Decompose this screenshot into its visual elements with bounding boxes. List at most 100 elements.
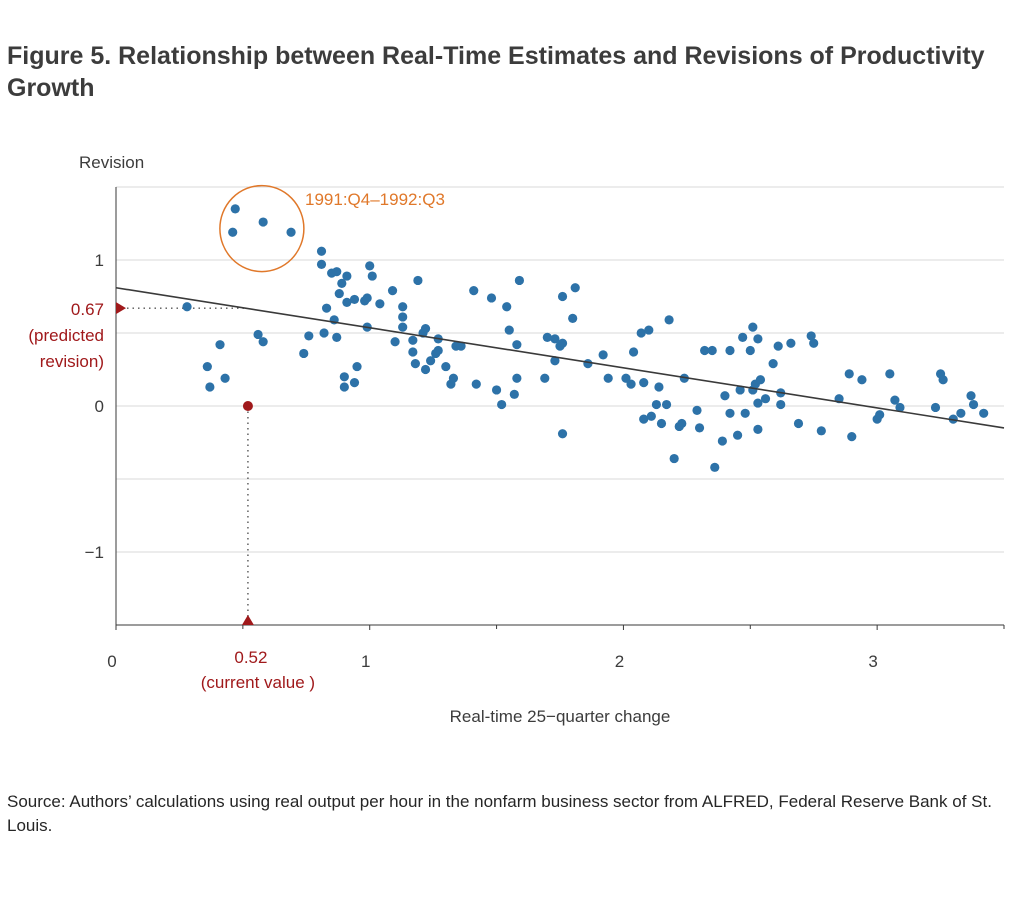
data-point — [316, 259, 327, 269]
data-point — [408, 347, 418, 357]
data-point — [707, 345, 717, 356]
data-point — [639, 378, 649, 388]
data-point — [639, 414, 649, 424]
data-point — [786, 338, 796, 348]
data-point — [669, 453, 679, 464]
data-point — [205, 382, 215, 392]
data-point — [367, 271, 377, 281]
data-point — [768, 359, 778, 369]
data-point — [753, 398, 763, 408]
data-point — [321, 303, 332, 313]
data-point — [857, 375, 867, 385]
data-point — [793, 418, 804, 429]
predicted-revision-marker — [116, 302, 126, 315]
data-point — [410, 359, 420, 369]
data-point — [753, 424, 763, 434]
data-point — [646, 411, 656, 421]
data-point — [598, 350, 608, 360]
data-point — [717, 436, 727, 446]
data-point — [636, 328, 646, 338]
data-point — [258, 217, 268, 227]
data-point — [497, 399, 507, 410]
data-point — [339, 372, 349, 382]
y-axis-title: Revision — [79, 153, 144, 172]
x-axis-ticks: 0 1 2 3 — [107, 625, 1005, 671]
y-tick-label: −1 — [85, 543, 104, 562]
predicted-revision-label: 0.67 — [71, 300, 104, 319]
data-point — [349, 378, 360, 388]
data-point — [847, 432, 857, 442]
data-point — [448, 373, 459, 383]
data-point — [542, 332, 552, 342]
data-point — [603, 373, 613, 383]
data-point — [809, 338, 819, 348]
regression-line — [115, 286, 1005, 429]
x-axis-title: Real-time 25−quarter change — [450, 707, 671, 726]
data-point — [491, 385, 502, 395]
data-point — [230, 204, 240, 214]
data-point — [362, 293, 372, 303]
current-value-label: 0.52 — [234, 648, 267, 667]
data-point — [408, 335, 418, 345]
data-point — [773, 341, 783, 351]
data-point — [512, 340, 522, 350]
current-value-marker — [241, 615, 254, 625]
data-point — [299, 348, 309, 359]
data-point — [733, 430, 743, 440]
data-point — [540, 373, 550, 383]
data-point — [694, 423, 705, 433]
data-point — [890, 395, 900, 405]
current-value-caption: (current value ) — [201, 673, 315, 692]
data-point — [677, 418, 687, 429]
data-point — [253, 329, 263, 340]
data-point — [352, 361, 362, 372]
grid-lines — [116, 186, 1004, 553]
y-axis-ticks: 1 0 −1 — [85, 251, 104, 562]
data-point — [966, 391, 976, 401]
data-point — [420, 364, 431, 375]
data-point — [433, 345, 443, 356]
data-point — [337, 278, 347, 288]
predicted-revision-caption-2: revision) — [40, 352, 104, 371]
y-tick-label: 0 — [95, 397, 104, 416]
highlight-label: 1991:Q4–1992:Q3 — [305, 190, 445, 209]
data-point — [349, 294, 360, 305]
data-point — [661, 399, 672, 410]
data-point — [557, 338, 568, 348]
data-point — [258, 337, 268, 347]
data-point — [332, 267, 342, 277]
data-point — [740, 408, 750, 418]
data-point — [375, 299, 385, 309]
data-point — [426, 356, 436, 366]
data-point — [710, 462, 720, 472]
data-point — [679, 373, 689, 383]
data-point — [514, 275, 525, 286]
current-value-point — [242, 401, 253, 411]
predicted-revision-caption-1: (predicted — [28, 326, 104, 345]
data-point — [738, 332, 748, 342]
data-point — [390, 337, 400, 347]
data-point — [220, 373, 230, 383]
data-point — [748, 322, 758, 332]
data-point — [626, 379, 636, 389]
data-point — [550, 356, 560, 366]
data-point — [319, 328, 329, 338]
data-point — [456, 341, 466, 351]
highlight-circle — [219, 184, 305, 273]
data-point — [509, 389, 519, 399]
data-point — [844, 369, 854, 379]
data-point — [339, 382, 349, 392]
data-point — [502, 302, 512, 312]
data-point — [664, 315, 674, 325]
data-point — [568, 313, 578, 323]
data-point — [398, 322, 408, 332]
data-point — [486, 293, 497, 303]
data-point — [202, 361, 212, 372]
data-point — [956, 408, 966, 418]
guide-lines — [116, 307, 249, 625]
data-point — [895, 402, 905, 413]
data-point — [875, 410, 885, 420]
data-point — [938, 375, 948, 385]
data-point — [365, 261, 375, 271]
data-point — [413, 275, 423, 286]
